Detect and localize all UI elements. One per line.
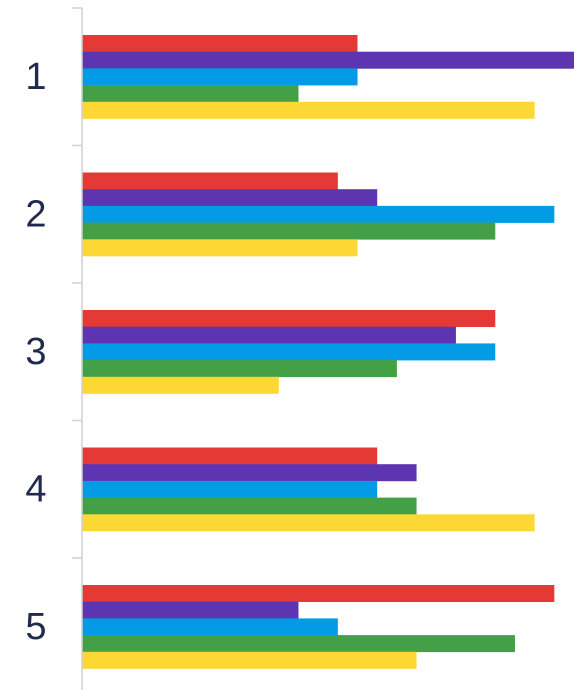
bar-cat4-series3 [82,480,378,498]
bar-cat1-series5 [82,101,535,119]
bar-cat3-series3 [82,343,496,361]
category-label-2: 2 [25,193,46,235]
bar-cat3-series5 [82,376,279,394]
bar-cat2-series3 [82,205,555,223]
axis-ticks [72,7,82,559]
bar-cat3-series4 [82,360,397,378]
bar-cat5-series5 [82,651,417,669]
bar-cat1-series3 [82,68,358,86]
bar-cat4-series2 [82,464,417,482]
bar-cat3-series1 [82,310,496,327]
category-label-3: 3 [25,331,46,373]
bar-cat5-series1 [82,585,555,602]
bar-cat4-series4 [82,497,417,515]
bar-cat2-series1 [82,172,338,190]
bar-cat4-series5 [82,514,535,532]
bar-cat2-series5 [82,239,358,257]
bar-cat1-series2 [82,51,574,69]
bar-cat1-series1 [82,35,358,52]
category-label-4: 4 [25,468,46,510]
category-label-5: 5 [25,606,46,648]
bar-cat5-series4 [82,635,515,653]
bar-cat2-series4 [82,222,496,240]
category-label-1: 1 [25,56,46,98]
bar-cat5-series3 [82,618,338,636]
bar-cat2-series2 [82,189,378,207]
bar-cat1-series4 [82,85,299,103]
bars-group [82,35,574,669]
bar-cat4-series1 [82,447,378,465]
bar-cat3-series2 [82,326,456,344]
category-labels: 1 2 3 4 5 [25,56,46,648]
bar-cat5-series2 [82,601,299,619]
